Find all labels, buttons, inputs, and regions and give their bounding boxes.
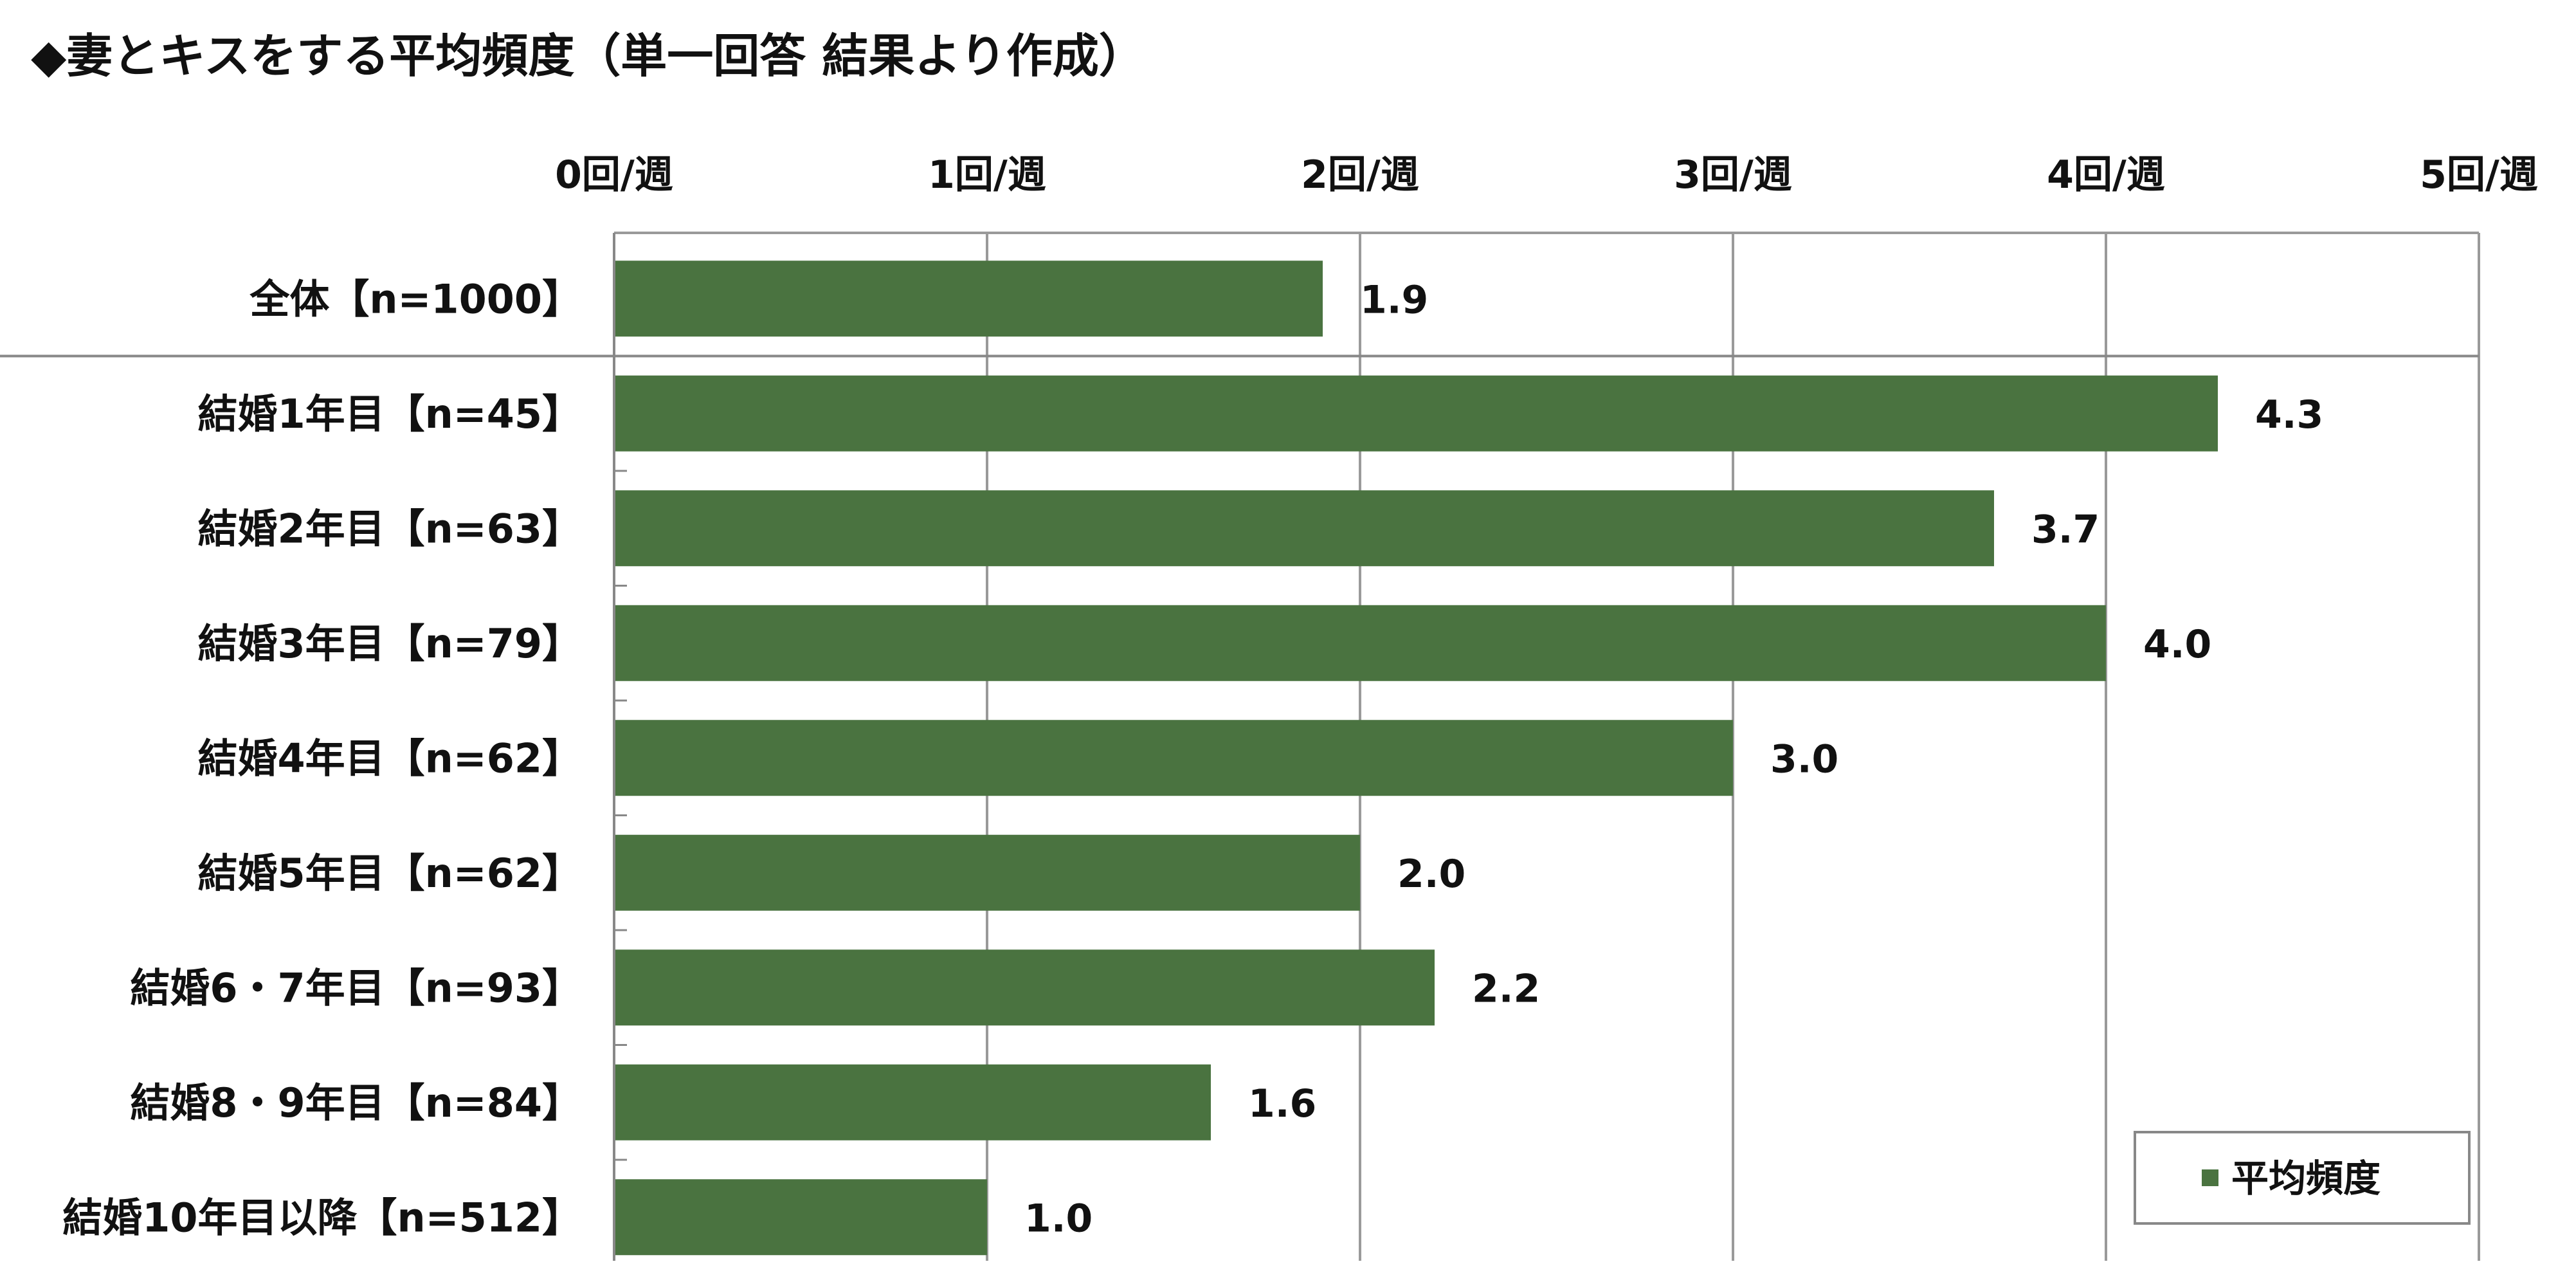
bar	[614, 1179, 987, 1256]
value-label: 3.7	[2031, 507, 2100, 552]
category-label: 結婚5年目【n=62】	[197, 850, 582, 897]
bar	[614, 605, 2106, 681]
category-label: 結婚4年目【n=62】	[197, 735, 582, 782]
value-label: 1.0	[1024, 1196, 1093, 1241]
x-tick-label: 1回/週	[928, 152, 1046, 197]
bars	[614, 261, 2218, 1256]
x-tick-label: 0回/週	[555, 152, 673, 197]
legend-box	[2134, 1131, 2471, 1225]
category-labels: 全体【n=1000】結婚1年目【n=45】結婚2年目【n=63】結婚3年目【n=…	[62, 275, 582, 1241]
category-label: 結婚2年目【n=63】	[197, 505, 582, 552]
x-tick-label: 2回/週	[1301, 152, 1419, 197]
value-labels: 1.9 4.3 3.7 4.0 3.0 2.0 2.2 1.6 1.0	[1024, 277, 2323, 1241]
x-axis-tick-labels: 0回/週 1回/週 2回/週 3回/週 4回/週 5回/週	[555, 152, 2538, 197]
category-label: 結婚1年目【n=45】	[197, 390, 582, 437]
bar	[614, 490, 1994, 567]
bar	[614, 949, 1435, 1026]
legend: 平均頻度	[2134, 1131, 2471, 1225]
value-label: 3.0	[1770, 737, 1838, 782]
value-label: 1.9	[1360, 277, 1428, 322]
value-label: 4.0	[2143, 622, 2211, 667]
legend-label: 平均頻度	[2231, 1157, 2381, 1200]
category-label: 結婚6・7年目【n=93】	[130, 964, 582, 1011]
value-label: 2.2	[1472, 966, 1540, 1011]
value-label: 2.0	[1397, 852, 1465, 897]
plot-frame	[0, 232, 2480, 1261]
value-label: 4.3	[2255, 392, 2323, 437]
bar	[614, 375, 2218, 452]
category-label: 全体【n=1000】	[249, 275, 582, 322]
bar	[614, 720, 1733, 796]
bar	[614, 261, 1323, 337]
chart-title: ◆妻とキスをする平均頻度（単一回答 結果より作成）	[31, 29, 1145, 83]
bar	[614, 1064, 1211, 1140]
category-label: 結婚8・9年目【n=84】	[130, 1079, 582, 1126]
bar	[614, 834, 1360, 911]
category-label: 結婚10年目以降【n=512】	[62, 1194, 582, 1241]
value-label: 1.6	[1248, 1081, 1316, 1126]
x-tick-label: 3回/週	[1674, 152, 1792, 197]
x-tick-label: 5回/週	[2420, 152, 2538, 197]
x-tick-label: 4回/週	[2047, 152, 2165, 197]
category-label: 結婚3年目【n=79】	[197, 620, 582, 667]
legend-swatch	[2202, 1169, 2218, 1186]
